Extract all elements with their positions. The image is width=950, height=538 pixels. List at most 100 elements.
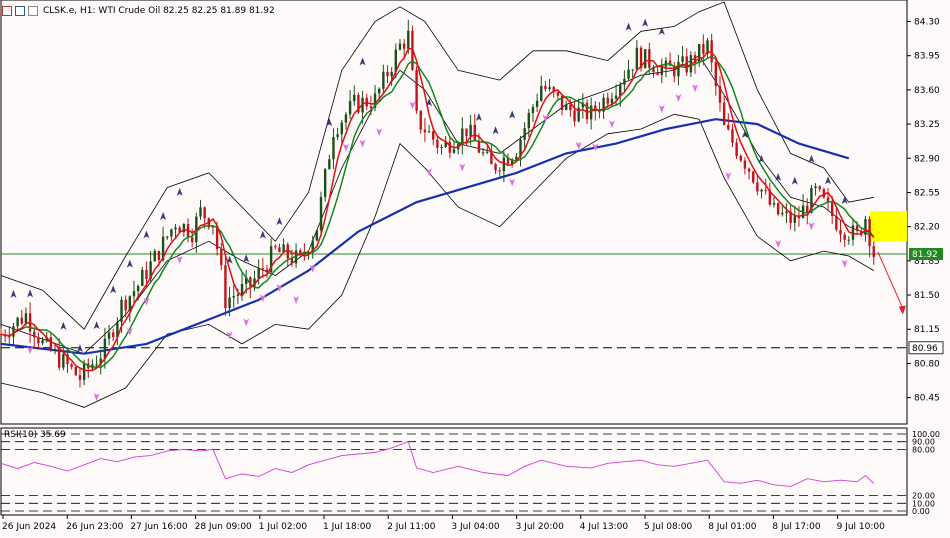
rsi-tick-label: 0.00 <box>912 507 930 516</box>
candle-body <box>860 230 863 235</box>
candle-body <box>353 94 356 102</box>
candle-body <box>74 366 78 376</box>
time-tick-label: 5 Jul 08:00 <box>644 522 693 532</box>
candle-body <box>182 223 186 233</box>
candle-body <box>161 236 165 261</box>
toolbar-icon-2[interactable] <box>15 6 25 16</box>
fractal-up-marker <box>243 254 250 263</box>
candle-body <box>24 313 28 324</box>
candle-body <box>178 227 181 233</box>
candle-body <box>253 278 256 287</box>
fractal-down-marker <box>592 143 599 152</box>
current-price-box <box>909 248 943 261</box>
fractal-down-marker <box>226 331 233 340</box>
forecast-arrow-shaft <box>877 251 904 309</box>
candle-body <box>427 131 431 133</box>
candle-body <box>382 71 385 89</box>
candle-body <box>635 47 639 70</box>
candle-body <box>136 285 140 292</box>
fractal-up-marker <box>625 22 632 31</box>
fractal-down-marker <box>126 327 133 336</box>
candle-body <box>448 141 452 153</box>
candle-body <box>357 94 360 113</box>
candle-body <box>739 156 742 161</box>
rsi-tick-label: 10.00 <box>912 499 935 508</box>
candle-body <box>407 30 410 49</box>
fractal-down-marker <box>608 120 615 129</box>
fractal-up-marker <box>658 26 665 35</box>
candle-body <box>747 168 751 172</box>
candle-body <box>328 159 331 170</box>
candle-body <box>660 66 663 75</box>
candle-body <box>573 110 576 122</box>
candle-body <box>294 250 298 264</box>
fractal-up-marker <box>475 113 482 122</box>
fractal-down-marker <box>841 259 848 268</box>
candle-body <box>265 269 269 273</box>
fast-ma-red <box>0 47 875 372</box>
candle-body <box>531 106 535 114</box>
candle-body <box>614 95 618 99</box>
fractal-up-marker <box>126 259 133 268</box>
fractal-down-marker <box>176 255 183 264</box>
candle-body <box>49 337 53 351</box>
candle-body <box>33 331 36 338</box>
candle-body <box>132 291 136 297</box>
candle-body <box>718 86 722 103</box>
time-tick-label: 28 Jun 09:00 <box>195 522 252 532</box>
candle-body <box>390 71 393 77</box>
candle-body <box>490 151 493 165</box>
toolbar-icon-3[interactable] <box>28 6 38 16</box>
fractal-down-marker <box>658 105 665 114</box>
fractal-up-marker <box>160 212 167 221</box>
fractal-up-marker <box>808 154 815 163</box>
candle-body <box>232 295 235 298</box>
candle-body <box>527 113 531 129</box>
candle-body <box>781 212 784 215</box>
candle-body <box>149 261 152 280</box>
candle-body <box>698 44 701 64</box>
toolbar-icon-1[interactable] <box>2 6 12 16</box>
fractal-up-marker <box>326 118 333 127</box>
series-line-4 <box>0 118 850 355</box>
candle-body <box>432 131 435 140</box>
candle-body <box>199 207 202 217</box>
candle-body <box>286 244 289 259</box>
candle-body <box>486 151 489 153</box>
candle-body <box>722 102 726 125</box>
fractal-down-marker <box>376 128 383 137</box>
candle-body <box>278 247 281 253</box>
candle-body <box>565 104 568 110</box>
candle-body <box>743 160 747 169</box>
fractal-up-marker <box>27 289 34 298</box>
candle-body <box>20 317 23 324</box>
candle-body <box>461 128 464 145</box>
candle-body <box>332 136 335 160</box>
candle-body <box>806 205 809 213</box>
fractal-up-marker <box>791 176 798 185</box>
fractal-down-marker <box>459 163 466 172</box>
candle-body <box>656 72 659 75</box>
highlight-zone <box>869 211 907 242</box>
fractal-down-marker <box>359 139 366 148</box>
price-tick-label: 82.90 <box>914 154 940 164</box>
candle-body <box>639 47 643 69</box>
fractal-up-marker <box>110 285 117 294</box>
candle-body <box>452 149 456 153</box>
candle-body <box>440 147 443 149</box>
candle-body <box>872 246 875 258</box>
fractal-down-marker <box>426 168 433 177</box>
candle-body <box>623 78 626 85</box>
candle-body <box>99 358 102 365</box>
fractal-down-marker <box>409 101 416 110</box>
fractal-down-marker <box>575 141 582 150</box>
candle-body <box>535 100 539 107</box>
candle-body <box>37 337 40 344</box>
candle-body <box>502 157 506 172</box>
candle-body <box>473 124 476 141</box>
candle-body <box>606 97 609 104</box>
candle-body <box>386 71 389 77</box>
candle-body <box>323 169 327 198</box>
fractal-up-marker <box>143 230 150 239</box>
